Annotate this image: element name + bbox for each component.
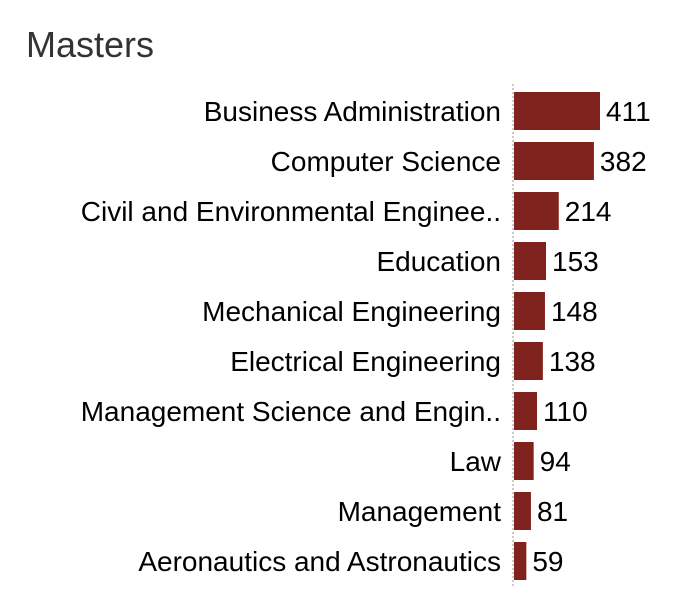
category-label: Electrical Engineering (230, 346, 501, 377)
category-label: Business Administration (204, 96, 501, 127)
bar[interactable] (514, 392, 538, 430)
value-label: 110 (543, 396, 588, 427)
category-label: Education (376, 246, 501, 277)
value-label: 59 (532, 546, 563, 577)
bar[interactable] (514, 442, 534, 480)
bar[interactable] (514, 292, 545, 330)
bar[interactable] (514, 92, 600, 130)
bar[interactable] (514, 142, 594, 180)
category-label: Civil and Environmental Enginee.. (81, 196, 501, 227)
category-label: Computer Science (271, 146, 501, 177)
value-label: 411 (606, 96, 651, 127)
bar[interactable] (514, 542, 527, 580)
category-label: Law (450, 446, 502, 477)
bar[interactable] (514, 192, 559, 230)
category-label: Management Science and Engin.. (81, 396, 501, 427)
value-label: 153 (552, 246, 599, 277)
value-label: 94 (540, 446, 571, 477)
category-label: Management (338, 496, 502, 527)
category-label: Mechanical Engineering (202, 296, 501, 327)
bar[interactable] (514, 492, 531, 530)
value-label: 148 (551, 296, 598, 327)
chart-title: Masters (26, 24, 155, 65)
value-label: 382 (600, 146, 647, 177)
value-label: 138 (549, 346, 596, 377)
bar[interactable] (514, 342, 543, 380)
category-label: Aeronautics and Astronautics (138, 546, 501, 577)
value-label: 81 (537, 496, 568, 527)
bar[interactable] (514, 242, 547, 280)
value-label: 214 (565, 196, 612, 227)
